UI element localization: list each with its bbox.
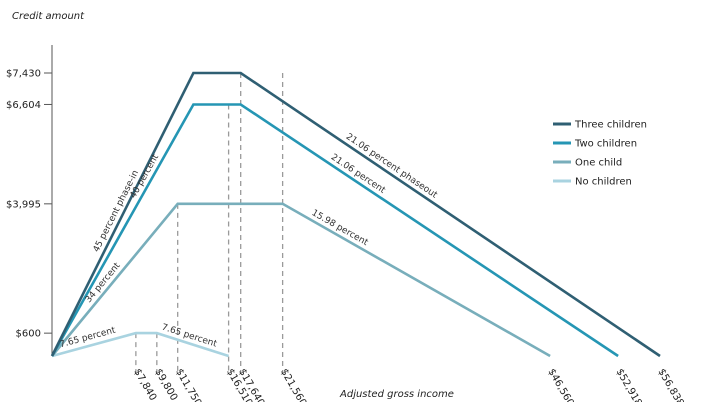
x-tick-label: $52,918 [613, 367, 643, 402]
legend-item: No children [553, 177, 632, 188]
dashed-guides [135, 73, 284, 374]
x-tick-label: $56,838 [655, 367, 685, 402]
series-line-three-children [50, 71, 661, 358]
legend-item: One child [553, 158, 622, 169]
series-line-two-children [50, 103, 619, 358]
y-tick-label: $3,995 [6, 199, 41, 210]
series-line-no-children [51, 331, 229, 358]
legend: Three children Two children One child No ch… [553, 120, 647, 188]
x-tick-label: $46,560 [545, 367, 575, 402]
legend-item: Two children [553, 139, 637, 150]
series-line-one-child [50, 202, 551, 358]
legend-label: No children [575, 177, 632, 188]
slope-annotation: 15.98 percent [310, 208, 370, 248]
legend-item: Three children [553, 120, 647, 131]
slope-annotation: 21.06 percent phaseout [344, 132, 439, 201]
y-axis: $7,430 $6,604 $3,995 $600 [6, 45, 53, 356]
y-axis-title: Credit amount [12, 11, 85, 22]
series-lines [50, 71, 661, 358]
x-axis-title: Adjusted gross income [339, 389, 454, 400]
legend-label: Two children [574, 139, 637, 150]
y-tick-label: $6,604 [6, 100, 41, 111]
legend-label: One child [575, 158, 622, 169]
legend-label: Three children [574, 120, 647, 131]
y-tick-label: $600 [16, 329, 41, 340]
y-tick-label: $7,430 [6, 69, 41, 80]
x-tick-label: $21,560 [278, 367, 308, 402]
